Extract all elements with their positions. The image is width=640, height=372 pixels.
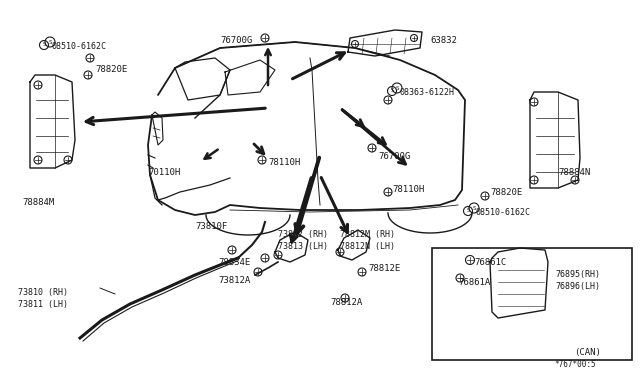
Text: 78820E: 78820E	[95, 65, 127, 74]
Text: 73813 (LH): 73813 (LH)	[278, 242, 328, 251]
Text: 08510-6162C: 08510-6162C	[476, 208, 531, 217]
Text: S: S	[472, 205, 476, 211]
Text: 78812E: 78812E	[368, 264, 400, 273]
Text: 73810 (RH): 73810 (RH)	[18, 288, 68, 297]
Text: 76896(LH): 76896(LH)	[555, 282, 600, 291]
Text: S: S	[396, 86, 399, 90]
Text: 78820E: 78820E	[490, 188, 522, 197]
Bar	[432, 248, 632, 360]
Text: 76895(RH): 76895(RH)	[555, 270, 600, 279]
Text: S: S	[467, 208, 470, 214]
Text: 76861C: 76861C	[474, 258, 506, 267]
Text: S: S	[42, 42, 45, 48]
Text: 76700G: 76700G	[220, 36, 252, 45]
Text: 73811 (LH): 73811 (LH)	[18, 300, 68, 309]
Text: 76861A: 76861A	[458, 278, 490, 287]
Text: 78812N (LH): 78812N (LH)	[340, 242, 395, 251]
Text: 63832: 63832	[430, 36, 457, 45]
Text: *767*00:5: *767*00:5	[554, 360, 596, 369]
Text: 73810F: 73810F	[195, 222, 227, 231]
Text: (CAN): (CAN)	[574, 348, 601, 357]
Text: 78110H: 78110H	[268, 158, 300, 167]
Text: 78110H: 78110H	[392, 185, 424, 194]
Text: S: S	[390, 89, 394, 93]
Text: 76700G: 76700G	[378, 152, 410, 161]
Text: 08363-6122H: 08363-6122H	[400, 88, 455, 97]
Text: 70110H: 70110H	[148, 168, 180, 177]
Text: 73812A: 73812A	[218, 276, 250, 285]
Text: S: S	[48, 39, 52, 45]
Text: 78812M (RH): 78812M (RH)	[340, 230, 395, 239]
Text: 78812A: 78812A	[330, 298, 362, 307]
Text: 73812 (RH): 73812 (RH)	[278, 230, 328, 239]
Text: 08510-6162C: 08510-6162C	[52, 42, 107, 51]
Text: 78884M: 78884M	[22, 198, 54, 207]
Text: 78884N: 78884N	[558, 168, 590, 177]
Text: 78834E: 78834E	[218, 258, 250, 267]
